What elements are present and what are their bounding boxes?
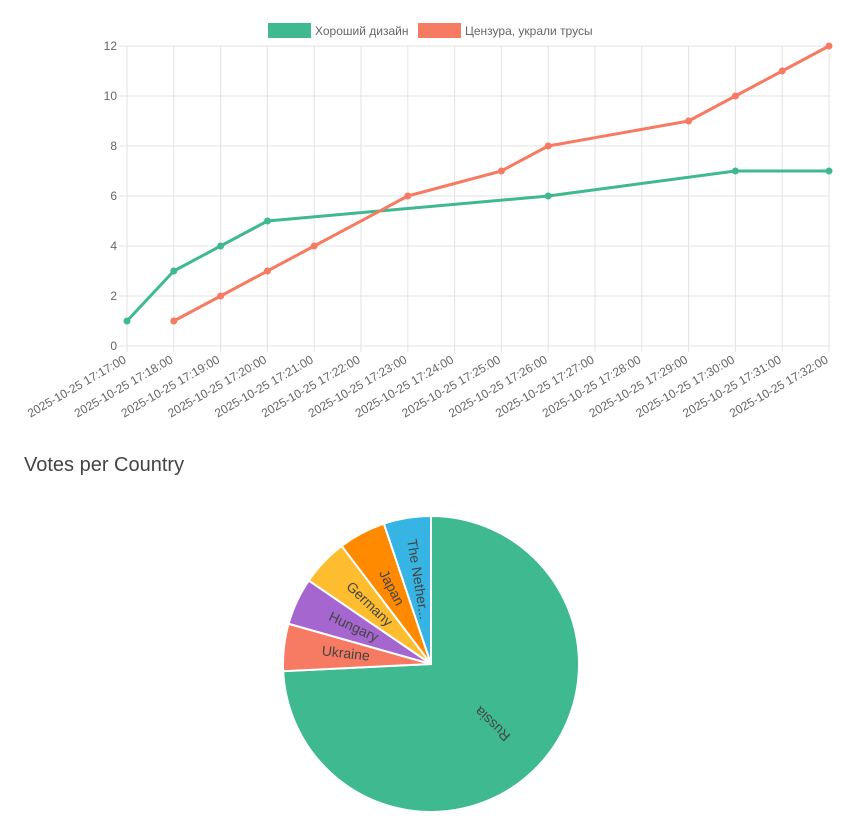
data-point[interactable] [263, 267, 271, 275]
data-point[interactable] [497, 167, 505, 175]
legend-item[interactable]: Хороший дизайн [268, 23, 408, 38]
line-chart: Хороший дизайн Цензура, украли трусы 0 2 4 6 8… [25, 23, 833, 420]
data-point[interactable] [825, 167, 833, 175]
data-point[interactable] [544, 142, 552, 150]
y-tick-label: 10 [104, 89, 118, 103]
pie-chart-title: Votes per Country [24, 454, 185, 476]
series-1 [123, 167, 833, 325]
data-point[interactable] [544, 192, 552, 200]
y-tick-label: 12 [104, 39, 118, 53]
data-point[interactable] [170, 317, 178, 325]
pie-slice-label: Ukraine [321, 642, 371, 663]
data-point[interactable] [170, 267, 178, 275]
data-point[interactable] [123, 317, 131, 325]
y-tick-label: 4 [110, 239, 117, 253]
y-tick-label: 6 [110, 189, 117, 203]
data-point[interactable] [217, 242, 225, 250]
data-point[interactable] [217, 292, 225, 300]
y-tick-label: 8 [110, 139, 117, 153]
y-tick-label: 0 [110, 339, 117, 353]
legend-label: Хороший дизайн [315, 24, 408, 38]
data-point[interactable] [404, 192, 412, 200]
data-point[interactable] [310, 242, 318, 250]
data-point[interactable] [731, 167, 739, 175]
grid [119, 45, 830, 352]
data-point[interactable] [263, 217, 271, 225]
legend-swatch [418, 23, 461, 38]
legend-label: Цензура, украли трусы [465, 24, 593, 38]
data-point[interactable] [778, 67, 786, 75]
pie-slice[interactable] [382, 514, 432, 665]
legend[interactable]: Хороший дизайн Цензура, украли трусы [268, 23, 593, 38]
y-tick-label: 2 [110, 289, 117, 303]
legend-swatch [268, 23, 311, 38]
data-point[interactable] [685, 117, 693, 125]
legend-item[interactable]: Цензура, украли трусы [418, 23, 593, 38]
data-point[interactable] [731, 92, 739, 100]
series-2 [170, 42, 833, 325]
data-point[interactable] [825, 42, 833, 50]
